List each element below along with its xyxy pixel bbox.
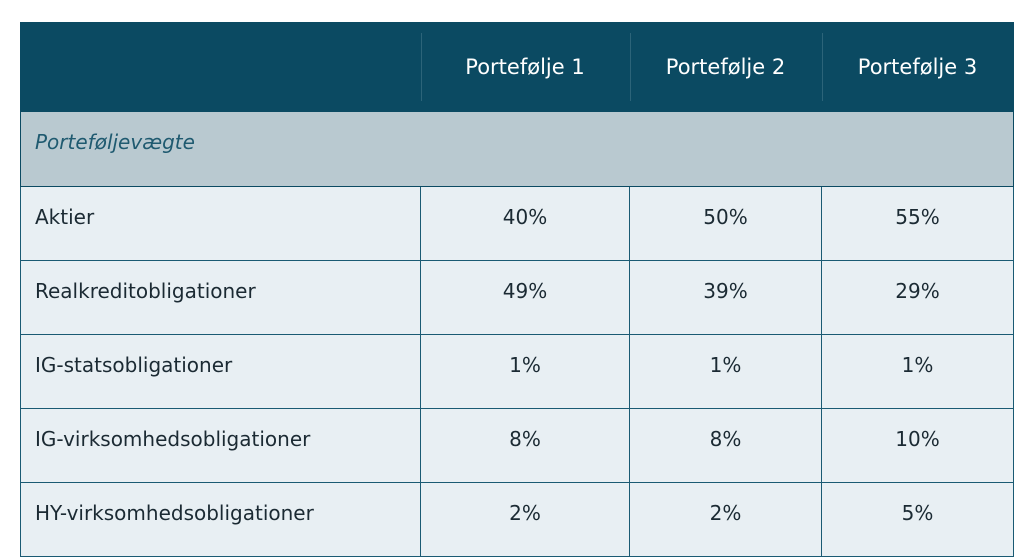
- cell-portfolio-2: 39%: [629, 260, 822, 335]
- row-label: Realkreditobligationer: [20, 260, 421, 335]
- cell-portfolio-1: 40%: [420, 186, 630, 261]
- table-row: HY-virksomhedsobligationer 2% 2% 5%: [20, 482, 1014, 557]
- portfolio-weights-table: Portefølje 1 Portefølje 2 Portefølje 3 P…: [20, 22, 1014, 557]
- cell-portfolio-2: 50%: [629, 186, 822, 261]
- cell-portfolio-1: 49%: [420, 260, 630, 335]
- cell-portfolio-1: 1%: [420, 334, 630, 409]
- table-header-row: Portefølje 1 Portefølje 2 Portefølje 3: [20, 22, 1014, 112]
- cell-portfolio-3: 29%: [821, 260, 1014, 335]
- table-row: IG-virksomhedsobligationer 8% 8% 10%: [20, 408, 1014, 483]
- row-label: HY-virksomhedsobligationer: [20, 482, 421, 557]
- table-row: Realkreditobligationer 49% 39% 29%: [20, 260, 1014, 335]
- cell-portfolio-2: 2%: [629, 482, 822, 557]
- header-empty-cell: [20, 22, 421, 112]
- cell-portfolio-3: 10%: [821, 408, 1014, 483]
- cell-portfolio-2: 8%: [629, 408, 822, 483]
- portfolio-table-container: Portefølje 1 Portefølje 2 Portefølje 3 P…: [20, 22, 1014, 557]
- table-row: Aktier 40% 50% 55%: [20, 186, 1014, 261]
- cell-portfolio-1: 8%: [420, 408, 630, 483]
- cell-portfolio-3: 5%: [821, 482, 1014, 557]
- cell-portfolio-3: 55%: [821, 186, 1014, 261]
- row-label: Aktier: [20, 186, 421, 261]
- cell-portfolio-1: 2%: [420, 482, 630, 557]
- table-row: IG-statsobligationer 1% 1% 1%: [20, 334, 1014, 409]
- row-label: IG-statsobligationer: [20, 334, 421, 409]
- header-portfolio-3: Portefølje 3: [821, 22, 1014, 112]
- section-title: Porteføljevægte: [20, 111, 1014, 187]
- header-portfolio-2: Portefølje 2: [629, 22, 822, 112]
- section-row: Porteføljevægte: [20, 111, 1014, 187]
- header-portfolio-1: Portefølje 1: [420, 22, 630, 112]
- cell-portfolio-2: 1%: [629, 334, 822, 409]
- cell-portfolio-3: 1%: [821, 334, 1014, 409]
- row-label: IG-virksomhedsobligationer: [20, 408, 421, 483]
